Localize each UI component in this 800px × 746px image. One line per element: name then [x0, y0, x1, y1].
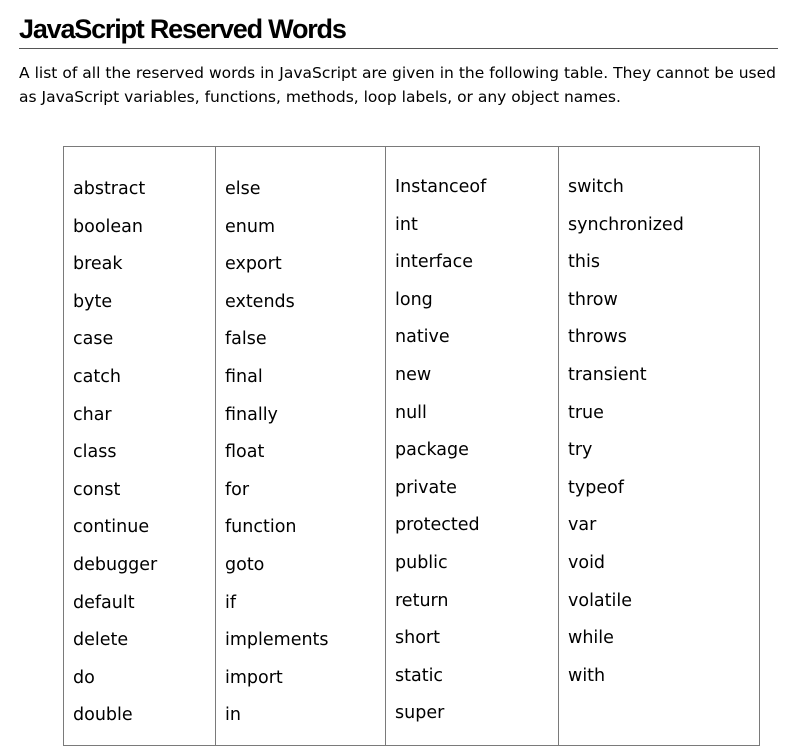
reserved-word-cell: for: [225, 479, 250, 500]
reserved-word-cell: false: [225, 329, 267, 350]
reserved-word-cell: default: [73, 592, 135, 613]
reserved-word-cell: goto: [225, 554, 265, 575]
reserved-word-cell: long: [395, 289, 433, 310]
reserved-word-cell: throws: [568, 327, 627, 348]
reserved-word-cell: else: [225, 179, 261, 199]
reserved-word-cell: null: [395, 402, 427, 423]
reserved-word-cell: export: [225, 254, 282, 275]
reserved-word-cell: continue: [73, 517, 150, 538]
reserved-word-cell: extends: [225, 291, 295, 312]
reserved-word-cell: true: [568, 402, 604, 423]
reserved-word-cell: final: [225, 366, 263, 387]
reserved-word-cell: short: [395, 628, 440, 649]
reserved-word-cell: this: [568, 252, 600, 273]
reserved-word-cell: double: [73, 705, 133, 726]
reserved-word-cell: new: [395, 364, 432, 385]
reserved-word-cell: while: [568, 628, 614, 649]
reserved-word-cell: native: [395, 327, 450, 348]
intro-paragraph: A list of all the reserved words in Java…: [19, 64, 776, 106]
reserved-word-cell: char: [73, 404, 112, 425]
reserved-word-cell: case: [73, 329, 114, 350]
reserved-word-cell: var: [568, 515, 597, 536]
reserved-word-cell: interface: [395, 252, 474, 273]
table-column-1: abstract boolean break byte case catch char cla…: [64, 147, 216, 745]
reserved-word-cell: private: [395, 477, 457, 498]
reserved-word-cell: implements: [225, 630, 329, 651]
reserved-word-cell: debugger: [73, 554, 158, 575]
reserved-word-cell: class: [73, 442, 117, 463]
reserved-word-cell: int: [395, 214, 418, 235]
page-title: JavaScript Reserved Words: [19, 14, 347, 44]
reserved-word-cell: do: [73, 667, 95, 688]
reserved-word-cell: public: [395, 552, 448, 573]
table-column-4: switch synchronized this throw throws transie…: [559, 147, 759, 745]
reserved-word-cell: delete: [73, 630, 129, 651]
table-column-3: Instanceof int interface long native new null p…: [386, 147, 559, 745]
reserved-word-cell: with: [568, 665, 606, 686]
reserved-word-cell: break: [73, 254, 123, 275]
reserved-word-cell: throw: [568, 289, 618, 310]
reserved-words-table: abstract boolean break byte case catch char cla…: [63, 146, 760, 746]
table-column-2: else enum export extends false final finally fl…: [216, 147, 386, 745]
reserved-word-cell: switch: [568, 177, 624, 197]
reserved-word-cell: void: [568, 552, 606, 573]
reserved-word-cell: const: [73, 479, 121, 500]
reserved-word-cell: import: [225, 667, 283, 688]
reserved-word-cell: try: [568, 440, 593, 461]
reserved-word-cell: volatile: [568, 590, 633, 611]
reserved-word-cell: in: [225, 705, 241, 726]
reserved-word-cell: boolean: [73, 216, 143, 237]
reserved-word-cell: if: [225, 592, 237, 613]
reserved-word-cell: static: [395, 665, 444, 686]
reserved-word-cell: abstract: [73, 179, 146, 199]
reserved-word-cell: Instanceof: [395, 177, 487, 197]
reserved-word-cell: super: [395, 703, 445, 724]
title-divider: [19, 48, 778, 49]
reserved-word-cell: synchronized: [568, 214, 684, 235]
reserved-word-cell: finally: [225, 404, 278, 425]
reserved-word-cell: catch: [73, 366, 121, 387]
reserved-word-cell: function: [225, 517, 297, 538]
reserved-word-cell: byte: [73, 291, 113, 312]
reserved-word-cell: package: [395, 440, 469, 461]
reserved-word-cell: enum: [225, 216, 275, 237]
reserved-word-cell: return: [395, 590, 449, 611]
reserved-word-cell: protected: [395, 515, 480, 536]
reserved-word-cell: typeof: [568, 477, 624, 498]
reserved-word-cell: transient: [568, 364, 647, 385]
reserved-word-cell: float: [225, 442, 265, 463]
